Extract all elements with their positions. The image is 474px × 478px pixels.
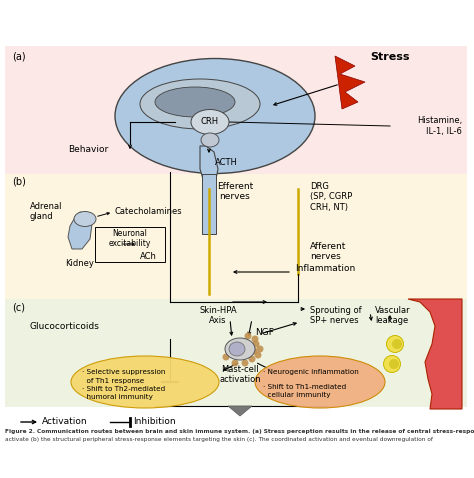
Text: NGF: NGF [255,328,274,337]
Polygon shape [408,299,462,409]
Circle shape [255,351,262,358]
Circle shape [241,359,248,367]
Bar [5,174,467,299]
Circle shape [231,359,238,367]
Ellipse shape [140,79,260,129]
Ellipse shape [201,133,219,147]
Text: · Selective suppression
  of Th1 response: · Selective suppression of Th1 response [82,369,165,383]
Text: Behavior: Behavior [68,144,108,153]
Text: Efferent
nerves: Efferent nerves [217,182,253,201]
Text: Figure 2. Communication routes between brain and skin immune system. (a) Stress : Figure 2. Communication routes between b… [5,429,474,434]
Bar [5,46,467,174]
Text: Glucocorticoids: Glucocorticoids [30,322,100,331]
Text: Catecholamines: Catecholamines [115,207,182,216]
Text: (b): (b) [12,177,26,187]
Circle shape [389,359,399,369]
Bar [5,299,467,407]
Text: Neuronal
excitability: Neuronal excitability [109,229,151,249]
Ellipse shape [255,356,385,408]
Text: Adrenal
gland: Adrenal gland [30,202,63,221]
Text: Inhibition: Inhibition [133,417,176,426]
Polygon shape [335,56,365,109]
Circle shape [250,348,257,355]
Circle shape [383,356,401,372]
Text: activate (b) the structural peripheral stress-response elements targeting the sk: activate (b) the structural peripheral s… [5,436,433,442]
Text: · Neurogenic inflammation: · Neurogenic inflammation [263,369,359,375]
Text: Mast-cell
activation: Mast-cell activation [219,365,261,384]
Text: ACh: ACh [140,252,157,261]
Circle shape [392,339,402,349]
Circle shape [245,333,252,339]
Text: (a): (a) [12,52,26,62]
Text: Afferent
nerves: Afferent nerves [310,242,346,261]
Circle shape [386,336,403,352]
Polygon shape [68,212,92,249]
Text: Skin-HPA
Axis: Skin-HPA Axis [199,306,237,326]
Text: Stress: Stress [370,52,410,62]
Text: (c): (c) [12,302,25,312]
Ellipse shape [225,338,255,360]
Bar [95,227,165,262]
Text: Sprouting of
SP+ nerves: Sprouting of SP+ nerves [310,306,362,326]
Text: Vascular
leakage: Vascular leakage [375,306,410,326]
Text: · Shift to Th2-mediated
  humoral immunity: · Shift to Th2-mediated humoral immunity [82,386,165,401]
Ellipse shape [74,211,96,227]
Ellipse shape [229,342,245,356]
Text: Activation: Activation [42,417,88,426]
Ellipse shape [115,58,315,174]
Text: Histamine,
IL-1, IL-6: Histamine, IL-1, IL-6 [417,116,462,136]
Ellipse shape [191,109,229,134]
Polygon shape [228,406,252,416]
Text: Kidney: Kidney [65,259,94,268]
Text: DRG
(SP, CGRP
CRH, NT): DRG (SP, CGRP CRH, NT) [310,182,352,212]
Bar [202,174,216,234]
Ellipse shape [155,87,235,117]
Circle shape [248,356,255,362]
Circle shape [252,336,258,343]
Circle shape [256,346,264,352]
Text: CRH: CRH [201,118,219,127]
Text: Inflammation: Inflammation [295,264,355,273]
Circle shape [253,340,259,348]
Polygon shape [200,146,218,189]
Ellipse shape [71,356,219,408]
Text: · Shift to Th1-mediated
  cellular immunity: · Shift to Th1-mediated cellular immunit… [263,384,346,399]
Circle shape [222,354,229,360]
Text: ACTH: ACTH [215,158,238,167]
